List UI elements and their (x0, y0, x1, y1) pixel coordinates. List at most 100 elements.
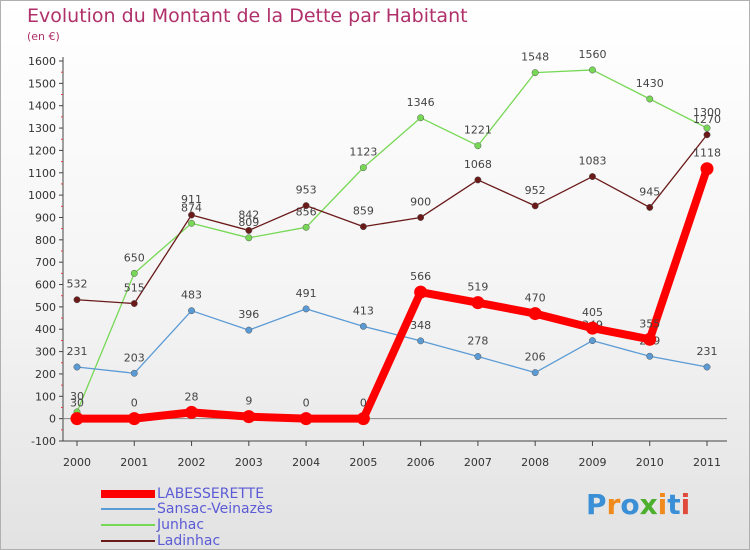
y-tick-label: 400 (35, 323, 56, 336)
data-point (643, 332, 657, 346)
data-point (646, 95, 654, 103)
data-point (646, 352, 654, 360)
data-point (245, 234, 253, 242)
x-tick-label: 2008 (521, 456, 549, 469)
data-label: 1560 (578, 48, 606, 61)
x-tick-label: 2004 (292, 456, 320, 469)
data-label: 842 (238, 208, 259, 221)
logo-letter: r (606, 488, 621, 521)
data-point (359, 322, 367, 330)
y-tick-label: 600 (35, 279, 56, 292)
legend-label: Junhac (157, 517, 205, 533)
data-point (703, 363, 711, 371)
y-tick-label: 1200 (28, 144, 56, 157)
data-label: 206 (525, 351, 546, 364)
y-tick-label: 200 (35, 368, 56, 381)
data-label: 396 (238, 308, 259, 321)
chart-unit-label: (en €) (27, 30, 60, 43)
data-label: 1300 (693, 106, 721, 119)
data-point (474, 142, 482, 150)
x-tick-label: 2010 (636, 456, 664, 469)
data-label: 231 (697, 345, 718, 358)
data-point (245, 326, 253, 334)
y-tick-label: 100 (35, 390, 56, 403)
legend-item: Sansac-Veinazès (101, 501, 273, 517)
chart-title: Evolution du Montant de la Dette par Hab… (27, 5, 468, 27)
data-point (589, 337, 596, 345)
data-label: 1123 (349, 146, 377, 159)
legend-item: LABESSERETTE (101, 486, 264, 502)
data-point (703, 131, 711, 139)
data-point (414, 285, 428, 299)
data-label: 30 (70, 390, 84, 403)
series-line-Junhac (76, 69, 708, 413)
data-point (299, 412, 313, 426)
y-tick-label: 900 (35, 211, 56, 224)
legend-swatch (101, 540, 155, 542)
y-tick-label: 300 (35, 346, 56, 359)
data-label: 348 (410, 319, 431, 332)
data-label: 203 (124, 351, 145, 364)
y-tick-label: 800 (35, 234, 56, 247)
proxiti-logo: Proxiti (586, 488, 690, 521)
data-label: 952 (525, 184, 546, 197)
data-point (359, 223, 367, 231)
data-label: 911 (181, 193, 202, 206)
data-label: 30 (70, 397, 84, 410)
data-label: 470 (525, 292, 546, 305)
data-label: 1346 (407, 96, 435, 109)
data-point (703, 124, 711, 132)
data-point (417, 114, 425, 122)
data-point (356, 412, 370, 426)
data-point (185, 405, 199, 419)
data-point (73, 363, 81, 371)
data-label: 491 (296, 287, 317, 300)
data-label: 231 (67, 345, 88, 358)
data-point (474, 176, 482, 184)
x-tick-label: 2011 (693, 456, 721, 469)
data-label: 566 (410, 270, 431, 283)
data-label: 650 (124, 251, 145, 264)
logo-letter: x (639, 488, 658, 521)
x-tick-label: 2005 (349, 456, 377, 469)
y-tick-label: 1300 (28, 122, 56, 135)
data-point (245, 226, 253, 234)
legend-item: Ladinhac (101, 533, 220, 549)
y-tick-label: 1600 (28, 55, 56, 68)
data-point (474, 353, 482, 360)
data-label: 1221 (464, 124, 492, 137)
x-tick-label: 2000 (63, 456, 91, 469)
y-tick-label: 500 (35, 301, 56, 314)
data-label: 483 (181, 289, 202, 302)
data-label: 532 (67, 278, 88, 291)
data-point (70, 412, 84, 426)
x-tick-label: 2007 (464, 456, 492, 469)
data-label: 0 (303, 397, 310, 410)
data-point (417, 337, 425, 345)
data-point (359, 164, 367, 172)
data-point (188, 219, 195, 227)
data-label: 0 (360, 397, 367, 410)
data-point (417, 214, 425, 221)
data-label: 900 (410, 195, 431, 208)
data-point (589, 66, 596, 74)
y-tick-label: 0 (49, 413, 56, 426)
data-point (531, 202, 539, 210)
logo-letter: t (667, 488, 681, 521)
series-line-LABESSERETTE (73, 164, 711, 423)
data-label: 519 (467, 281, 488, 294)
data-point (242, 410, 256, 424)
data-label: 809 (238, 216, 259, 229)
data-label: 859 (353, 205, 374, 218)
data-label: 1430 (636, 77, 664, 90)
y-tick-label: 1400 (28, 100, 56, 113)
data-label: 1068 (464, 158, 492, 171)
data-label: 953 (296, 184, 317, 197)
data-label: 1270 (693, 113, 721, 126)
logo-letter: o (620, 488, 640, 521)
data-point (646, 203, 654, 211)
data-point (188, 211, 195, 219)
legend-item: Junhac (101, 517, 204, 533)
data-label: 355 (639, 317, 660, 330)
